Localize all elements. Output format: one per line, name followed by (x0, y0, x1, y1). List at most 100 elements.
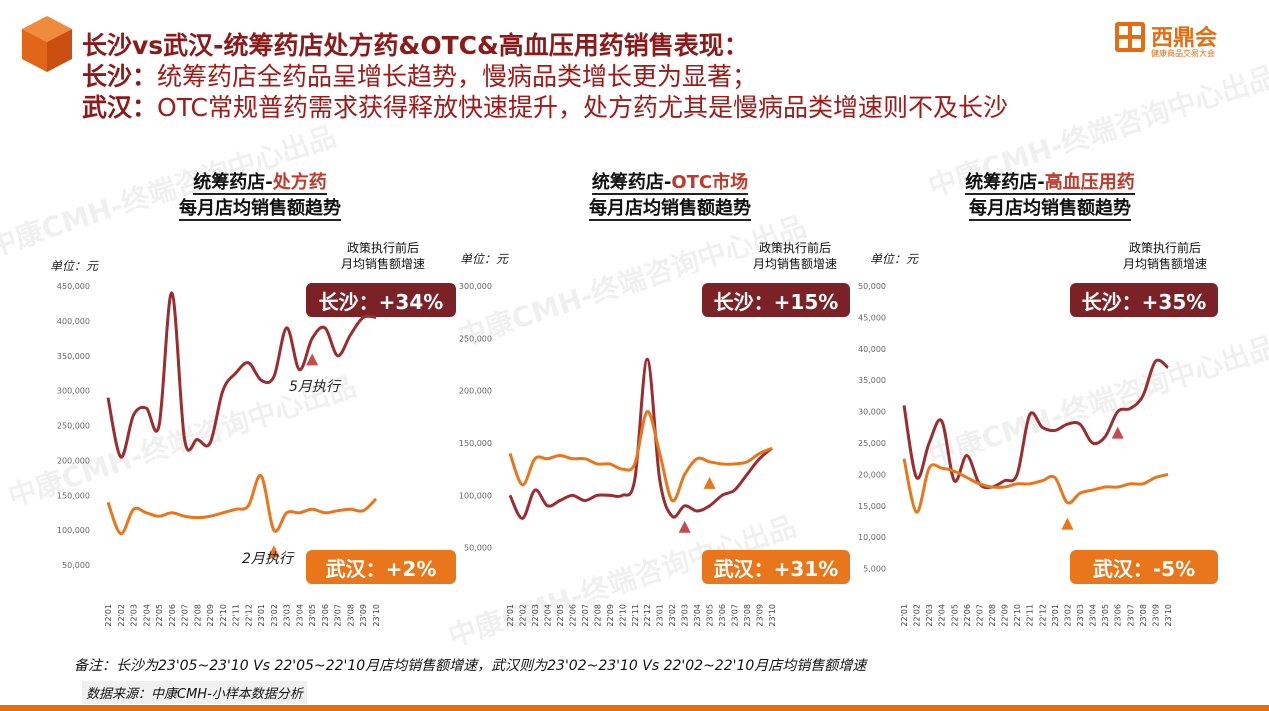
policy-marker-icon (267, 545, 280, 558)
x-tick-label: 22'01 (900, 604, 909, 627)
x-tick-label: 23'07 (1126, 604, 1135, 627)
x-tick-label: 23'03 (1076, 604, 1085, 627)
x-tick-label: 22'01 (104, 604, 113, 627)
x-tick-label: 23'06 (718, 604, 727, 627)
y-tick-label: 350,000 (57, 352, 90, 361)
x-tick-label: 23'08 (743, 604, 752, 627)
x-tick-label: 23'07 (731, 604, 740, 627)
x-tick-label: 22'11 (1026, 604, 1035, 627)
x-tick-label: 23'10 (372, 604, 381, 627)
series-line-changsha (508, 357, 773, 520)
badge-wuhan: 武汉：-5% (1070, 550, 1218, 584)
policy-marker-icon (678, 520, 691, 533)
logo-name: 西鼎会 (1151, 26, 1218, 51)
x-tick-label: 23'09 (359, 604, 368, 627)
y-tick-label: 200,000 (57, 456, 90, 465)
cube-logo-icon (22, 16, 72, 72)
x-tick-label: 22'04 (142, 604, 151, 627)
x-tick-label: 23'04 (693, 604, 702, 627)
x-tick-label: 22'10 (1013, 604, 1022, 627)
x-tick-label: 23'10 (768, 604, 777, 627)
x-tick-label: 22'03 (531, 604, 540, 627)
x-tick-label: 22'09 (1001, 604, 1010, 627)
y-tick-label: 400,000 (57, 317, 90, 326)
y-tick-label: 20,000 (858, 470, 886, 479)
chart-rx: 50,000 100,000 150,000 200,000 250,000 300,00… (57, 282, 381, 627)
policy-marker-icon (1111, 426, 1124, 439)
y-tick-label: 450,000 (57, 282, 90, 291)
y-tick-label: 50,000 (464, 544, 492, 553)
x-tick-label: 22'07 (975, 604, 984, 627)
unit-label: 单位：元 (870, 252, 919, 266)
x-tick-label: 22'10 (219, 604, 228, 627)
policy-label: 政策执行前后 月均销售额增速 (1122, 241, 1207, 271)
panel-title-otc: 统筹药店-OTC市场 每月店均销售额趋势 (589, 172, 751, 221)
x-tick-label: 22'08 (988, 604, 997, 627)
y-tick-label: 50,000 (858, 282, 886, 291)
x-tick-label: 22'07 (181, 604, 190, 627)
x-tick-label: 22'05 (556, 604, 565, 627)
x-tick-label: 23'02 (270, 604, 279, 627)
x-tick-label: 23'08 (346, 604, 355, 627)
y-tick-label: 15,000 (858, 502, 886, 511)
x-tick-label: 23'01 (656, 604, 665, 627)
badge-changsha: 长沙：+34% (306, 283, 456, 317)
data-source: 数据来源：中康CMH-小样本数据分析 (82, 681, 307, 704)
y-tick-label: 50,000 (62, 561, 90, 570)
y-tick-label: 100,000 (57, 526, 90, 535)
y-tick-label: 300,000 (57, 387, 90, 396)
x-tick-label: 22'05 (155, 604, 164, 627)
y-tick-label: 200,000 (459, 387, 492, 396)
badge-wuhan: 武汉：+31% (702, 550, 850, 584)
x-tick-label: 23'02 (668, 604, 677, 627)
series-line-wuhan (508, 410, 773, 503)
y-tick-label: 100,000 (459, 491, 492, 500)
x-tick-label: 23'01 (1051, 604, 1060, 627)
y-tick-label: 5,000 (863, 565, 886, 574)
x-tick-label: 22'07 (581, 604, 590, 627)
x-tick-label: 22'02 (117, 604, 126, 627)
x-tick-label: 22'04 (543, 604, 552, 627)
annotation-changsha: 5月执行 (289, 379, 340, 395)
brand-logo: 西鼎会 健康商品交易大会 (1115, 22, 1240, 62)
x-tick-label: 22'02 (518, 604, 527, 627)
y-tick-label: 40,000 (858, 345, 886, 354)
y-tick-label: 35,000 (858, 376, 886, 385)
x-tick-label: 23'09 (1151, 604, 1160, 627)
x-tick-label: 22'06 (568, 604, 577, 627)
x-tick-label: 22'11 (631, 604, 640, 627)
x-tick-label: 22'04 (938, 604, 947, 627)
x-tick-label: 23'09 (756, 604, 765, 627)
series-line-changsha (902, 358, 1169, 490)
x-tick-label: 22'03 (130, 604, 139, 627)
x-tick-label: 23'01 (257, 604, 266, 627)
y-tick-label: 300,000 (459, 282, 492, 291)
logo-subtitle: 健康商品交易大会 (1151, 49, 1215, 58)
page-title: 长沙vs武汉-统筹药店处方药&OTC&高血压用药销售表现： (82, 31, 749, 60)
y-tick-label: 10,000 (858, 533, 886, 542)
policy-marker-icon (1061, 517, 1074, 530)
badge-wuhan: 武汉：+2% (306, 550, 456, 584)
x-tick-label: 22'12 (244, 604, 253, 627)
x-tick-label: 22'12 (643, 604, 652, 627)
y-tick-label: 250,000 (459, 334, 492, 343)
x-tick-label: 23'05 (308, 604, 317, 627)
series-line-wuhan (902, 458, 1169, 514)
policy-marker-icon (306, 353, 319, 366)
y-tick-label: 150,000 (459, 439, 492, 448)
x-tick-label: 22'09 (206, 604, 215, 627)
x-tick-label: 22'02 (913, 604, 922, 627)
y-tick-label: 150,000 (57, 491, 90, 500)
footnote: 备注：长沙为23'05~23'10 Vs 22'05~22'10月店均销售额增速… (74, 658, 867, 674)
panel-title-rx: 统筹药店-处方药 每月店均销售额趋势 (179, 172, 341, 221)
x-tick-label: 22'11 (232, 604, 241, 627)
x-tick-label: 23'02 (1063, 604, 1072, 627)
x-tick-label: 23'05 (706, 604, 715, 627)
chart-hypertension: 5,000 10,000 15,000 20,000 25,000 30,000 35,00… (858, 282, 1173, 627)
policy-label: 政策执行前后 月均销售额增速 (340, 241, 425, 271)
badge-changsha: 长沙：+15% (702, 283, 850, 317)
x-tick-label: 22'08 (593, 604, 602, 627)
x-tick-label: 23'04 (295, 604, 304, 627)
x-tick-label: 23'03 (681, 604, 690, 627)
x-tick-label: 22'12 (1038, 604, 1047, 627)
